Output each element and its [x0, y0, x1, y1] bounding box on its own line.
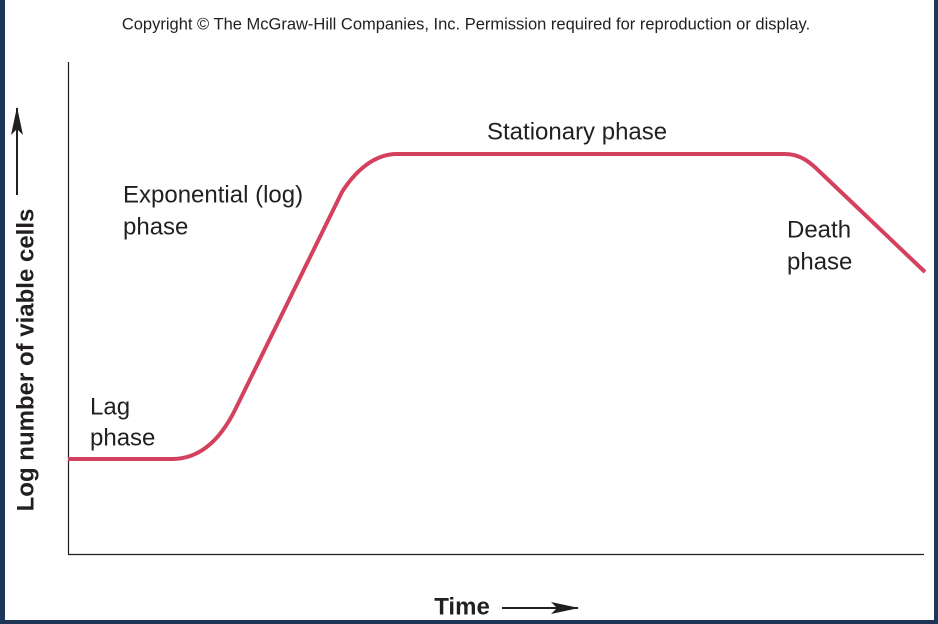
phase-label: Death [787, 216, 851, 243]
x-axis-label: Time [434, 593, 490, 620]
panel [5, 0, 934, 620]
growth-curve [68, 152, 927, 461]
y-axis-label: Log number of viable cells [12, 209, 39, 512]
phase-label: phase [787, 248, 852, 275]
phase-label: phase [90, 424, 155, 451]
phase-label: phase [123, 213, 188, 240]
copyright: Copyright © The McGraw-Hill Companies, I… [122, 15, 810, 33]
phase-label: Stationary phase [487, 118, 667, 145]
phase-label: Lag [90, 393, 130, 420]
phase-label: Exponential (log) [123, 181, 303, 208]
